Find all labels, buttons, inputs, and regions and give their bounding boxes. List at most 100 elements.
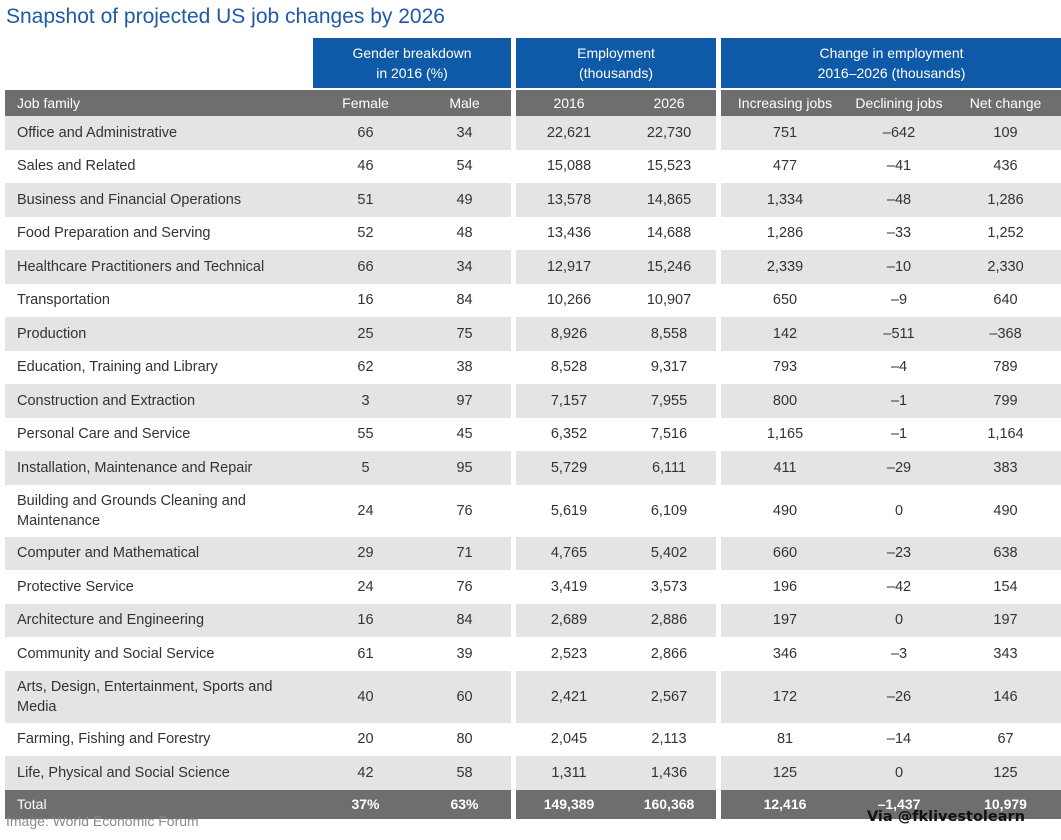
cell-increasing-jobs: 1,334: [721, 183, 850, 217]
cell-job-family: Construction and Extraction: [5, 384, 313, 418]
cell-employment-2016: 13,436: [516, 216, 623, 250]
column-header-net-change: Net change: [949, 88, 1061, 116]
cell-job-family: Farming, Fishing and Forestry: [5, 722, 313, 756]
cell-declining-jobs: –642: [849, 116, 950, 150]
table-row: Farming, Fishing and Forestry 20 80 2,045 2,…: [5, 722, 1061, 756]
cell-employment-2016: 7,157: [516, 384, 623, 418]
cell-employment-2026: 10,907: [622, 283, 717, 317]
table-body: Office and Administrative 66 34 22,621 22,73…: [5, 116, 1061, 790]
cell-increasing-jobs: 346: [721, 637, 850, 671]
cell-employment-2026: 7,516: [622, 417, 717, 451]
cell-increasing-jobs: 172: [721, 670, 850, 723]
cell-male: 95: [418, 451, 512, 485]
cell-job-family: Building and Grounds Cleaning and Mainte…: [5, 484, 313, 537]
table-row: Protective Service 24 76 3,419 3,573 196 –42 15…: [5, 570, 1061, 604]
cell-job-family: Computer and Mathematical: [5, 536, 313, 570]
cell-male: 38: [418, 350, 512, 384]
cell-declining-jobs: –1: [849, 384, 950, 418]
table-row: Transportation 16 84 10,266 10,907 650 –9 640: [5, 283, 1061, 317]
cell-increasing-jobs: 660: [721, 536, 850, 570]
cell-job-family: Business and Financial Operations: [5, 183, 313, 217]
cell-male: 48: [418, 216, 512, 250]
cell-employment-2016: 1,311: [516, 756, 623, 790]
cell-increasing-jobs: 490: [721, 484, 850, 537]
table-row: Healthcare Practitioners and Technical 66…: [5, 250, 1061, 284]
cell-employment-2016: 8,926: [516, 317, 623, 351]
cell-employment-2026: 7,955: [622, 384, 717, 418]
cell-female: 66: [313, 250, 418, 284]
cell-male: 54: [418, 149, 512, 183]
total-female: 37%: [313, 789, 418, 819]
cell-declining-jobs: –33: [849, 216, 950, 250]
cell-employment-2016: 10,266: [516, 283, 623, 317]
cell-job-family: Community and Social Service: [5, 637, 313, 671]
cell-increasing-jobs: 650: [721, 283, 850, 317]
cell-net-change: 343: [949, 637, 1061, 671]
cell-female: 42: [313, 756, 418, 790]
cell-employment-2026: 15,523: [622, 149, 717, 183]
cell-declining-jobs: –29: [849, 451, 950, 485]
cell-male: 76: [418, 484, 512, 537]
table-row: Production 25 75 8,926 8,558 142 –511 –368: [5, 317, 1061, 351]
cell-employment-2026: 15,246: [622, 250, 717, 284]
cell-employment-2016: 5,729: [516, 451, 623, 485]
cell-employment-2026: 5,402: [622, 536, 717, 570]
cell-declining-jobs: –42: [849, 570, 950, 604]
cell-male: 45: [418, 417, 512, 451]
cell-employment-2026: 14,688: [622, 216, 717, 250]
cell-net-change: 799: [949, 384, 1061, 418]
cell-female: 24: [313, 484, 418, 537]
cell-female: 61: [313, 637, 418, 671]
table-row: Office and Administrative 66 34 22,621 22,73…: [5, 116, 1061, 150]
cell-employment-2016: 22,621: [516, 116, 623, 150]
cell-male: 49: [418, 183, 512, 217]
cell-employment-2016: 6,352: [516, 417, 623, 451]
cell-female: 55: [313, 417, 418, 451]
cell-male: 80: [418, 722, 512, 756]
cell-male: 76: [418, 570, 512, 604]
cell-net-change: 197: [949, 603, 1061, 637]
cell-increasing-jobs: 196: [721, 570, 850, 604]
cell-increasing-jobs: 125: [721, 756, 850, 790]
cell-female: 20: [313, 722, 418, 756]
total-increasing-jobs: 12,416: [721, 789, 850, 819]
cell-declining-jobs: –26: [849, 670, 950, 723]
cell-net-change: 2,330: [949, 250, 1061, 284]
table-row: Community and Social Service 61 39 2,523 2,8…: [5, 637, 1061, 671]
cell-declining-jobs: –14: [849, 722, 950, 756]
cell-male: 84: [418, 603, 512, 637]
table-row: Computer and Mathematical 29 71 4,765 5,402 6…: [5, 536, 1061, 570]
cell-job-family: Education, Training and Library: [5, 350, 313, 384]
cell-declining-jobs: –10: [849, 250, 950, 284]
cell-male: 58: [418, 756, 512, 790]
cell-declining-jobs: 0: [849, 484, 950, 537]
via-credit: Via @fklivestolearn: [866, 809, 1025, 825]
cell-female: 25: [313, 317, 418, 351]
cell-job-family: Food Preparation and Serving: [5, 216, 313, 250]
cell-female: 51: [313, 183, 418, 217]
cell-female: 29: [313, 536, 418, 570]
cell-declining-jobs: –23: [849, 536, 950, 570]
cell-increasing-jobs: 1,165: [721, 417, 850, 451]
cell-increasing-jobs: 477: [721, 149, 850, 183]
group-header-gender: Gender breakdown in 2016 (%): [313, 38, 512, 89]
cell-employment-2026: 2,567: [622, 670, 717, 723]
cell-female: 16: [313, 603, 418, 637]
cell-net-change: 383: [949, 451, 1061, 485]
cell-employment-2016: 2,523: [516, 637, 623, 671]
cell-net-change: 154: [949, 570, 1061, 604]
cell-increasing-jobs: 142: [721, 317, 850, 351]
cell-male: 34: [418, 116, 512, 150]
total-net-change: 10,979: [949, 789, 1061, 819]
group-header-row: Gender breakdown in 2016 (%) Employment …: [5, 38, 1061, 89]
cell-employment-2016: 3,419: [516, 570, 623, 604]
cell-job-family: Office and Administrative: [5, 116, 313, 150]
table-row: Food Preparation and Serving 52 48 13,436 14…: [5, 216, 1061, 250]
cell-job-family: Life, Physical and Social Science: [5, 756, 313, 790]
cell-declining-jobs: –41: [849, 149, 950, 183]
cell-job-family: Healthcare Practitioners and Technical: [5, 250, 313, 284]
cell-declining-jobs: –1: [849, 417, 950, 451]
cell-male: 84: [418, 283, 512, 317]
cell-male: 34: [418, 250, 512, 284]
cell-female: 16: [313, 283, 418, 317]
